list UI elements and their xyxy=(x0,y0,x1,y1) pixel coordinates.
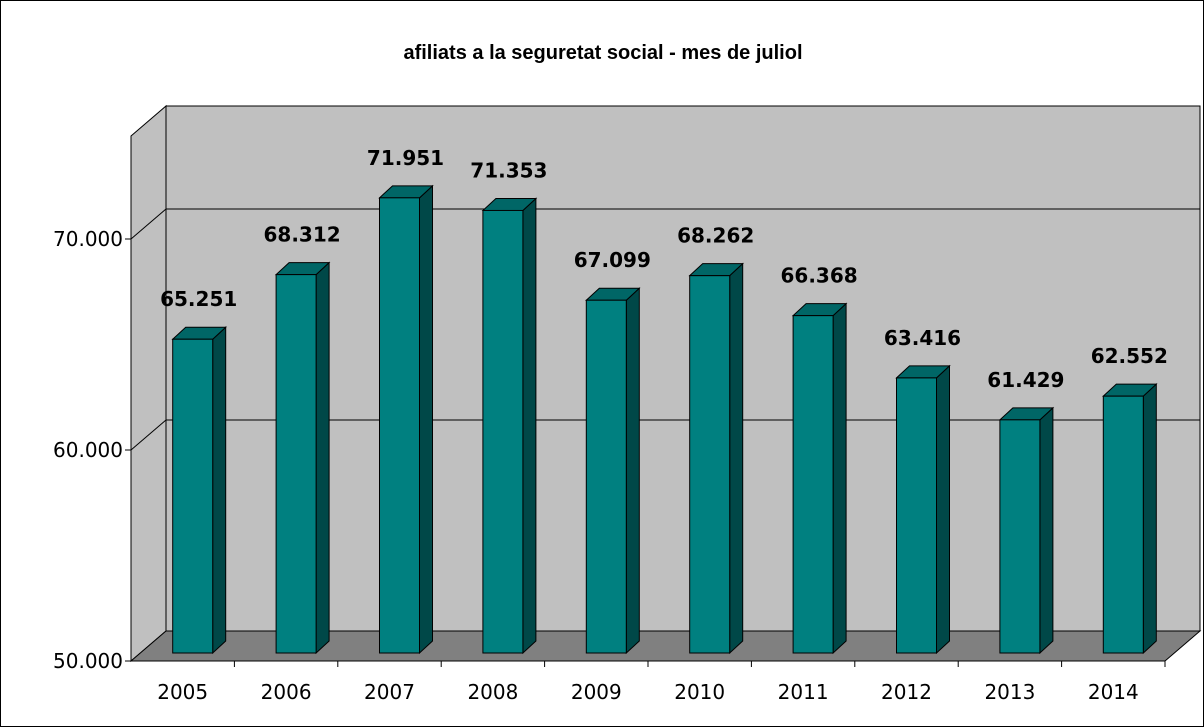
x-tick-label: 2014 xyxy=(1088,680,1139,704)
data-label: 67.099 xyxy=(574,248,651,272)
bar-front xyxy=(896,377,937,654)
x-tick-label: 2010 xyxy=(674,680,725,704)
bar-side xyxy=(315,261,330,655)
bar-side xyxy=(832,302,847,655)
bar-front xyxy=(585,299,627,654)
bar xyxy=(585,287,641,655)
x-tick-label: 2008 xyxy=(467,680,518,704)
bar xyxy=(998,406,1055,655)
data-label: 68.262 xyxy=(677,224,754,248)
data-label: 68.312 xyxy=(264,223,341,247)
x-tick-label: 2005 xyxy=(157,680,208,704)
bar xyxy=(378,184,434,655)
bar-front xyxy=(275,274,317,654)
x-tick-label: 2013 xyxy=(984,680,1035,704)
bar-side xyxy=(729,262,744,655)
axes xyxy=(125,136,1166,667)
bar xyxy=(688,262,744,655)
y-tick-label: 60.000 xyxy=(53,438,123,462)
chart-walls xyxy=(129,104,1202,663)
bar-front xyxy=(1102,395,1144,654)
data-label: 62.552 xyxy=(1091,344,1168,368)
data-label: 71.951 xyxy=(367,146,444,170)
bar-side xyxy=(522,197,537,655)
bars xyxy=(171,184,1158,655)
bar-side xyxy=(1142,383,1157,655)
bar xyxy=(274,261,331,655)
side-wall xyxy=(130,104,167,663)
bar xyxy=(791,302,848,655)
bar-side xyxy=(419,184,433,655)
bar-side xyxy=(625,287,640,655)
x-tick-label: 2011 xyxy=(778,680,829,704)
bar-front xyxy=(379,197,420,654)
y-tick-label: 70.000 xyxy=(53,227,123,251)
gridline-side xyxy=(130,419,167,451)
tick-labels: 50.000 60.000 70.000 2005 2006 2007 2008 2009 20… xyxy=(53,227,1139,704)
gridline-side xyxy=(130,208,167,240)
chart-title: afiliats a la seguretat social - mes de … xyxy=(403,42,802,64)
x-tick-label: 2007 xyxy=(364,680,415,704)
bar-front xyxy=(792,315,834,654)
bar xyxy=(171,326,227,655)
bar-front xyxy=(999,419,1041,654)
bar-front xyxy=(482,209,524,654)
y-tick-label: 50.000 xyxy=(53,649,123,673)
bar-front xyxy=(689,275,731,654)
x-tick-label: 2012 xyxy=(881,680,932,704)
data-label: 63.416 xyxy=(884,326,961,350)
bar-side xyxy=(212,326,227,655)
data-labels: 65.251 68.312 71.951 71.353 67.099 68.262 66.3… xyxy=(160,146,1168,392)
bar-front xyxy=(172,338,214,654)
bar-side xyxy=(936,364,950,655)
bar-side xyxy=(1039,406,1054,655)
bar xyxy=(895,364,951,655)
bar xyxy=(1102,383,1158,655)
bar xyxy=(481,197,538,655)
data-label: 65.251 xyxy=(160,287,237,311)
data-label: 66.368 xyxy=(781,264,858,288)
data-label: 61.429 xyxy=(987,368,1064,392)
data-label: 71.353 xyxy=(470,158,547,182)
x-tick-label: 2006 xyxy=(261,680,312,704)
x-tick-label: 2009 xyxy=(571,680,622,704)
